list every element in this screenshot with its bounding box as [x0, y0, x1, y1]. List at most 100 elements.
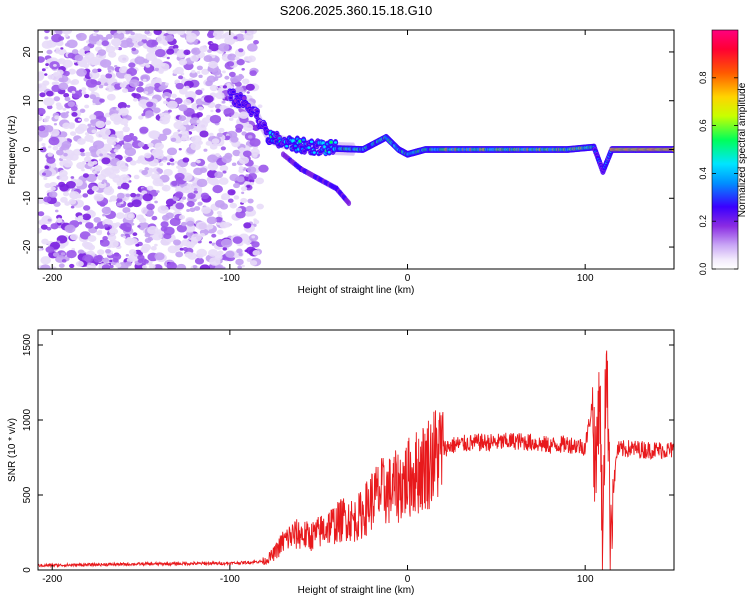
noise-blob — [176, 224, 187, 233]
x-tick-label: 0 — [405, 273, 411, 284]
noise-blob — [189, 207, 196, 213]
noise-blob — [187, 252, 197, 260]
noise-blob — [62, 70, 70, 77]
noise-blob — [229, 173, 239, 182]
noise-blob — [38, 125, 46, 132]
noise-blob — [171, 93, 177, 99]
noise-blob — [115, 174, 120, 178]
noise-blob — [111, 141, 116, 146]
noise-blob — [43, 196, 52, 203]
noise-blob — [55, 30, 63, 36]
noise-blob — [60, 252, 66, 256]
noise-blob — [93, 193, 104, 202]
noise-blob — [163, 226, 175, 236]
noise-blob — [126, 41, 134, 48]
noise-blob — [158, 85, 166, 91]
noise-blob — [143, 259, 149, 264]
ridge-core — [291, 139, 295, 143]
noise-blob — [211, 138, 220, 145]
noise-blob — [122, 126, 130, 133]
noise-blob — [208, 43, 220, 52]
ridge-core — [298, 139, 302, 143]
noise-blob — [126, 104, 131, 108]
noise-blob — [76, 161, 86, 170]
noise-blob — [71, 49, 79, 55]
noise-blob — [108, 70, 112, 73]
noise-blob — [110, 222, 118, 229]
noise-blob — [39, 147, 47, 153]
noise-blob — [62, 191, 70, 197]
noise-blob — [238, 73, 243, 78]
snr-x-axis: -200 -100 0 100 — [42, 330, 594, 585]
noise-blob — [107, 234, 117, 241]
noise-blob — [224, 75, 230, 80]
noise-blob — [193, 187, 198, 191]
noise-blob — [229, 104, 234, 108]
noise-blob — [52, 63, 57, 67]
noise-blob — [137, 41, 144, 47]
noise-blob — [44, 182, 52, 189]
noise-blob — [181, 196, 187, 200]
noise-blob — [137, 254, 145, 261]
noise-blob — [101, 157, 111, 165]
y-tick-label: 20 — [22, 46, 33, 58]
noise-blob — [118, 174, 131, 183]
noise-blob — [114, 64, 118, 68]
noise-blob — [167, 245, 178, 254]
noise-blob — [97, 229, 103, 234]
noise-blob — [238, 156, 250, 165]
noise-blob — [84, 151, 92, 157]
ridge-core — [333, 141, 338, 144]
noise-blob — [170, 162, 175, 166]
noise-blob — [52, 252, 60, 257]
noise-blob — [198, 74, 203, 79]
noise-blob — [206, 223, 214, 230]
noise-blob — [179, 247, 184, 251]
noise-blob — [48, 136, 60, 146]
noise-blob — [124, 261, 132, 267]
noise-blob — [116, 192, 125, 199]
noise-blob — [105, 73, 113, 79]
noise-blob — [127, 213, 134, 219]
noise-blob — [70, 191, 76, 196]
noise-blob — [224, 152, 233, 159]
noise-blob — [38, 197, 45, 205]
noise-blob — [47, 218, 52, 222]
noise-blob — [196, 221, 208, 231]
noise-blob — [99, 127, 111, 137]
noise-blob — [38, 129, 49, 138]
noise-blob — [246, 91, 250, 94]
noise-blob — [41, 172, 46, 176]
noise-blob — [79, 108, 86, 113]
ridge-core — [242, 96, 246, 100]
noise-blob — [38, 83, 47, 92]
noise-blob — [62, 122, 71, 129]
y-tick-label: 1500 — [22, 333, 33, 356]
noise-blob — [211, 233, 217, 238]
noise-blob — [216, 229, 224, 235]
noise-blob — [102, 257, 110, 263]
ridge-core — [254, 114, 259, 117]
noise-blob — [181, 172, 193, 182]
noise-blob — [245, 212, 251, 217]
noise-blob — [106, 93, 116, 101]
noise-blob — [203, 95, 214, 103]
y-tick-label: -10 — [22, 191, 33, 206]
noise-blob — [108, 51, 117, 58]
noise-blob — [243, 123, 254, 132]
y-tick-label: 0 — [22, 567, 33, 573]
noise-blob — [148, 130, 160, 139]
noise-blob — [154, 243, 158, 247]
noise-blob — [144, 237, 152, 243]
noise-blob — [110, 38, 122, 47]
noise-blob — [200, 192, 210, 200]
noise-blob — [61, 259, 67, 263]
noise-blob — [136, 193, 141, 197]
noise-blob — [75, 260, 84, 267]
noise-blob — [78, 89, 83, 92]
noise-blob — [151, 148, 163, 157]
ridge-core — [231, 90, 236, 94]
noise-blob — [101, 264, 111, 269]
x-tick-label: 100 — [577, 273, 594, 284]
colorbar-ticks: 0.0 0.2 0.4 0.6 0.8 — [698, 72, 738, 275]
